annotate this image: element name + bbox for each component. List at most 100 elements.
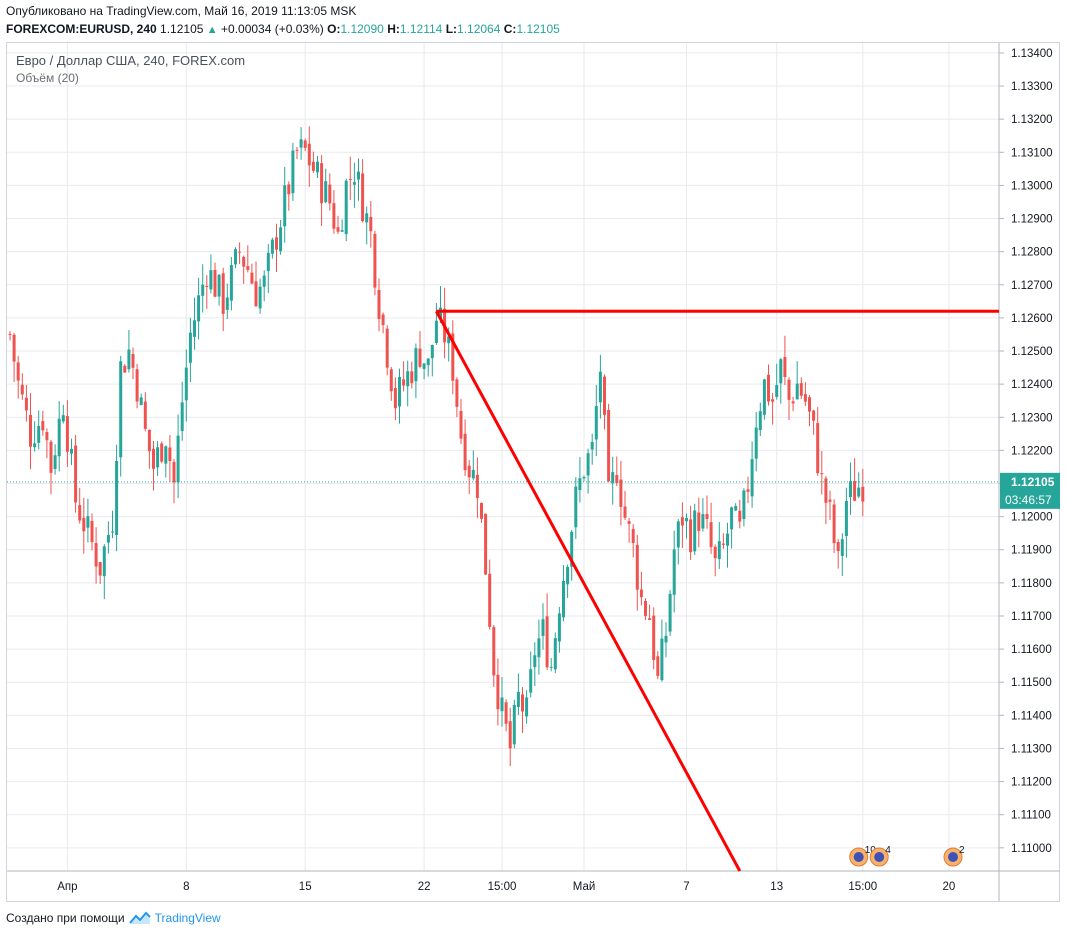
event-flag-icon <box>853 852 864 862</box>
candle-body <box>217 274 221 297</box>
candle-body <box>574 486 578 528</box>
candle-body <box>680 517 684 526</box>
candle-body <box>623 506 627 518</box>
trend-line[interactable] <box>435 310 742 872</box>
candle-body <box>234 249 237 265</box>
candle-body <box>70 448 73 454</box>
candle-body <box>635 544 639 590</box>
candle-body <box>209 270 213 290</box>
candle-body <box>78 505 82 521</box>
y-tick-label: 1.11100 <box>1011 810 1051 822</box>
candle-body <box>275 237 278 250</box>
candle-body <box>164 446 168 464</box>
candle-body <box>324 181 328 203</box>
candle-body <box>533 655 537 668</box>
low-value: 1.12064 <box>457 22 501 36</box>
candle-body <box>115 460 119 535</box>
y-tick-label: 1.11500 <box>1011 677 1052 689</box>
candle-body <box>160 443 164 462</box>
candle-body <box>143 401 147 429</box>
candle-body <box>738 510 742 522</box>
candle-body <box>410 371 414 384</box>
candle-body <box>828 499 832 502</box>
candle-body <box>791 401 795 404</box>
candle-body <box>849 481 852 498</box>
footer-brand[interactable]: TradingView <box>154 911 221 925</box>
candle-body <box>246 266 250 270</box>
candle-body <box>832 504 836 544</box>
candle-body <box>213 269 217 297</box>
candle-body <box>480 502 483 519</box>
candle-body <box>123 365 127 373</box>
candle-body <box>537 638 541 658</box>
candle-body <box>65 416 69 452</box>
candle-body <box>824 478 828 503</box>
candle-body <box>750 459 754 497</box>
candle-body <box>139 397 143 406</box>
candle-body <box>553 638 557 670</box>
candle-body <box>844 500 848 537</box>
candle-body <box>328 184 332 204</box>
candle-body <box>365 213 369 223</box>
candle-body <box>127 349 131 370</box>
ohlc-header: FOREXCOM:EURUSD, 240 1.12105 ▲ +0.00034 … <box>6 22 560 36</box>
candle-body <box>74 445 78 503</box>
open-value: 1.12090 <box>340 22 384 36</box>
y-tick-label: 1.12900 <box>1011 214 1053 226</box>
candle-body <box>471 469 475 479</box>
current-price: 1.12105 <box>160 22 204 36</box>
x-tick-label: 15 <box>299 881 312 893</box>
candle-body <box>156 447 160 468</box>
candle-body <box>566 566 570 585</box>
candle-body <box>45 432 49 441</box>
candle-body <box>676 521 680 548</box>
candle-body <box>484 513 488 575</box>
candle-body <box>258 286 262 309</box>
candle-body <box>562 580 565 618</box>
published-info: Опубликовано на TradingView.com, Май 16,… <box>6 4 357 18</box>
candle-body <box>451 333 455 381</box>
y-tick-label: 1.12800 <box>1011 247 1053 259</box>
candle-body <box>619 479 623 507</box>
candle-body <box>352 182 356 185</box>
candle-body <box>242 256 246 267</box>
candle-body <box>840 539 844 556</box>
candle-body <box>193 320 196 337</box>
candle-body <box>787 379 791 400</box>
candle-body <box>512 705 516 745</box>
last-price-label: 1.12105 <box>1011 475 1055 489</box>
candle-body <box>418 348 422 367</box>
candle-body <box>668 593 672 632</box>
candle-body <box>459 410 463 439</box>
candle-body <box>434 320 438 344</box>
volume-indicator-label[interactable]: Объём (20) <box>16 71 79 85</box>
candle-body <box>701 514 705 529</box>
candle-body <box>398 376 401 407</box>
candle-body <box>172 461 176 483</box>
candle-body <box>422 363 426 369</box>
candle-body <box>414 348 418 382</box>
candle-body <box>611 472 615 484</box>
candle-body <box>631 528 635 544</box>
candle-body <box>767 374 770 402</box>
tradingview-logo-icon <box>128 911 151 924</box>
candle-body <box>332 203 336 229</box>
candle-body <box>853 481 857 501</box>
candle-body <box>447 336 451 344</box>
candle-body <box>467 465 471 478</box>
candle-body <box>693 510 697 552</box>
chart-legend-title: Евро / Доллар США, 240, FOREX.com <box>16 53 246 68</box>
candle-body <box>307 143 311 166</box>
candle-body <box>496 674 500 710</box>
event-count: 2 <box>959 845 965 856</box>
high-label: H: <box>387 22 400 36</box>
candle-body <box>689 519 693 553</box>
candle-body <box>205 285 209 287</box>
candle-body <box>730 507 734 530</box>
candle-body <box>549 666 553 668</box>
candle-body <box>758 411 762 431</box>
candle-body <box>627 521 631 524</box>
candle-body <box>357 171 360 180</box>
y-tick-label: 1.11600 <box>1011 644 1052 656</box>
